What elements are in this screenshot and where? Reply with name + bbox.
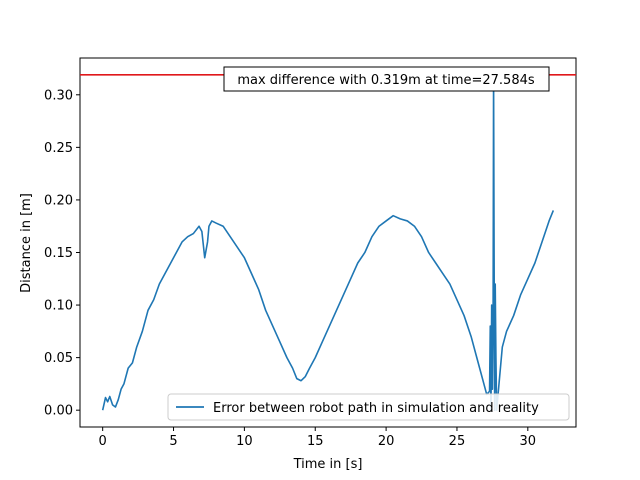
y-tick-label: 0.10: [44, 299, 73, 314]
y-tick-label: 0.00: [44, 404, 73, 419]
y-axis-label: Distance in [m]: [19, 193, 34, 293]
x-tick-label: 10: [236, 434, 253, 449]
x-tick-label: 30: [520, 434, 537, 449]
annotation-box: [223, 66, 550, 92]
y-tick-label: 0.05: [44, 351, 73, 366]
x-tick-label: 20: [378, 434, 395, 449]
y-tick-label: 0.25: [44, 141, 73, 156]
x-tick-label: 25: [449, 434, 466, 449]
axes: 0 5 10 15 20 25 30 0.00 0.05 0.10 0.15 0.20 0.25 0.30: [44, 88, 536, 449]
series-line: [101, 74, 555, 411]
x-tick-label: 15: [307, 434, 324, 449]
x-axis-label: Time in [s]: [293, 457, 363, 472]
annotation-layer: max difference with 0.319m at time=27.58…: [223, 66, 550, 92]
y-tick-label: 0.15: [44, 246, 73, 261]
legend-box: [167, 393, 570, 421]
legend: Error between robot path in simulation a…: [167, 393, 570, 421]
y-tick-label: 0.30: [44, 88, 73, 103]
legend-label: Error between robot path in simulation a…: [213, 401, 539, 416]
max-difference-annotation: max difference with 0.319m at time=27.58…: [237, 73, 535, 88]
plot-area: [79, 57, 577, 428]
y-tick-label: 0.20: [44, 193, 73, 208]
x-tick-label: 5: [169, 434, 177, 449]
x-tick-label: 0: [99, 434, 107, 449]
